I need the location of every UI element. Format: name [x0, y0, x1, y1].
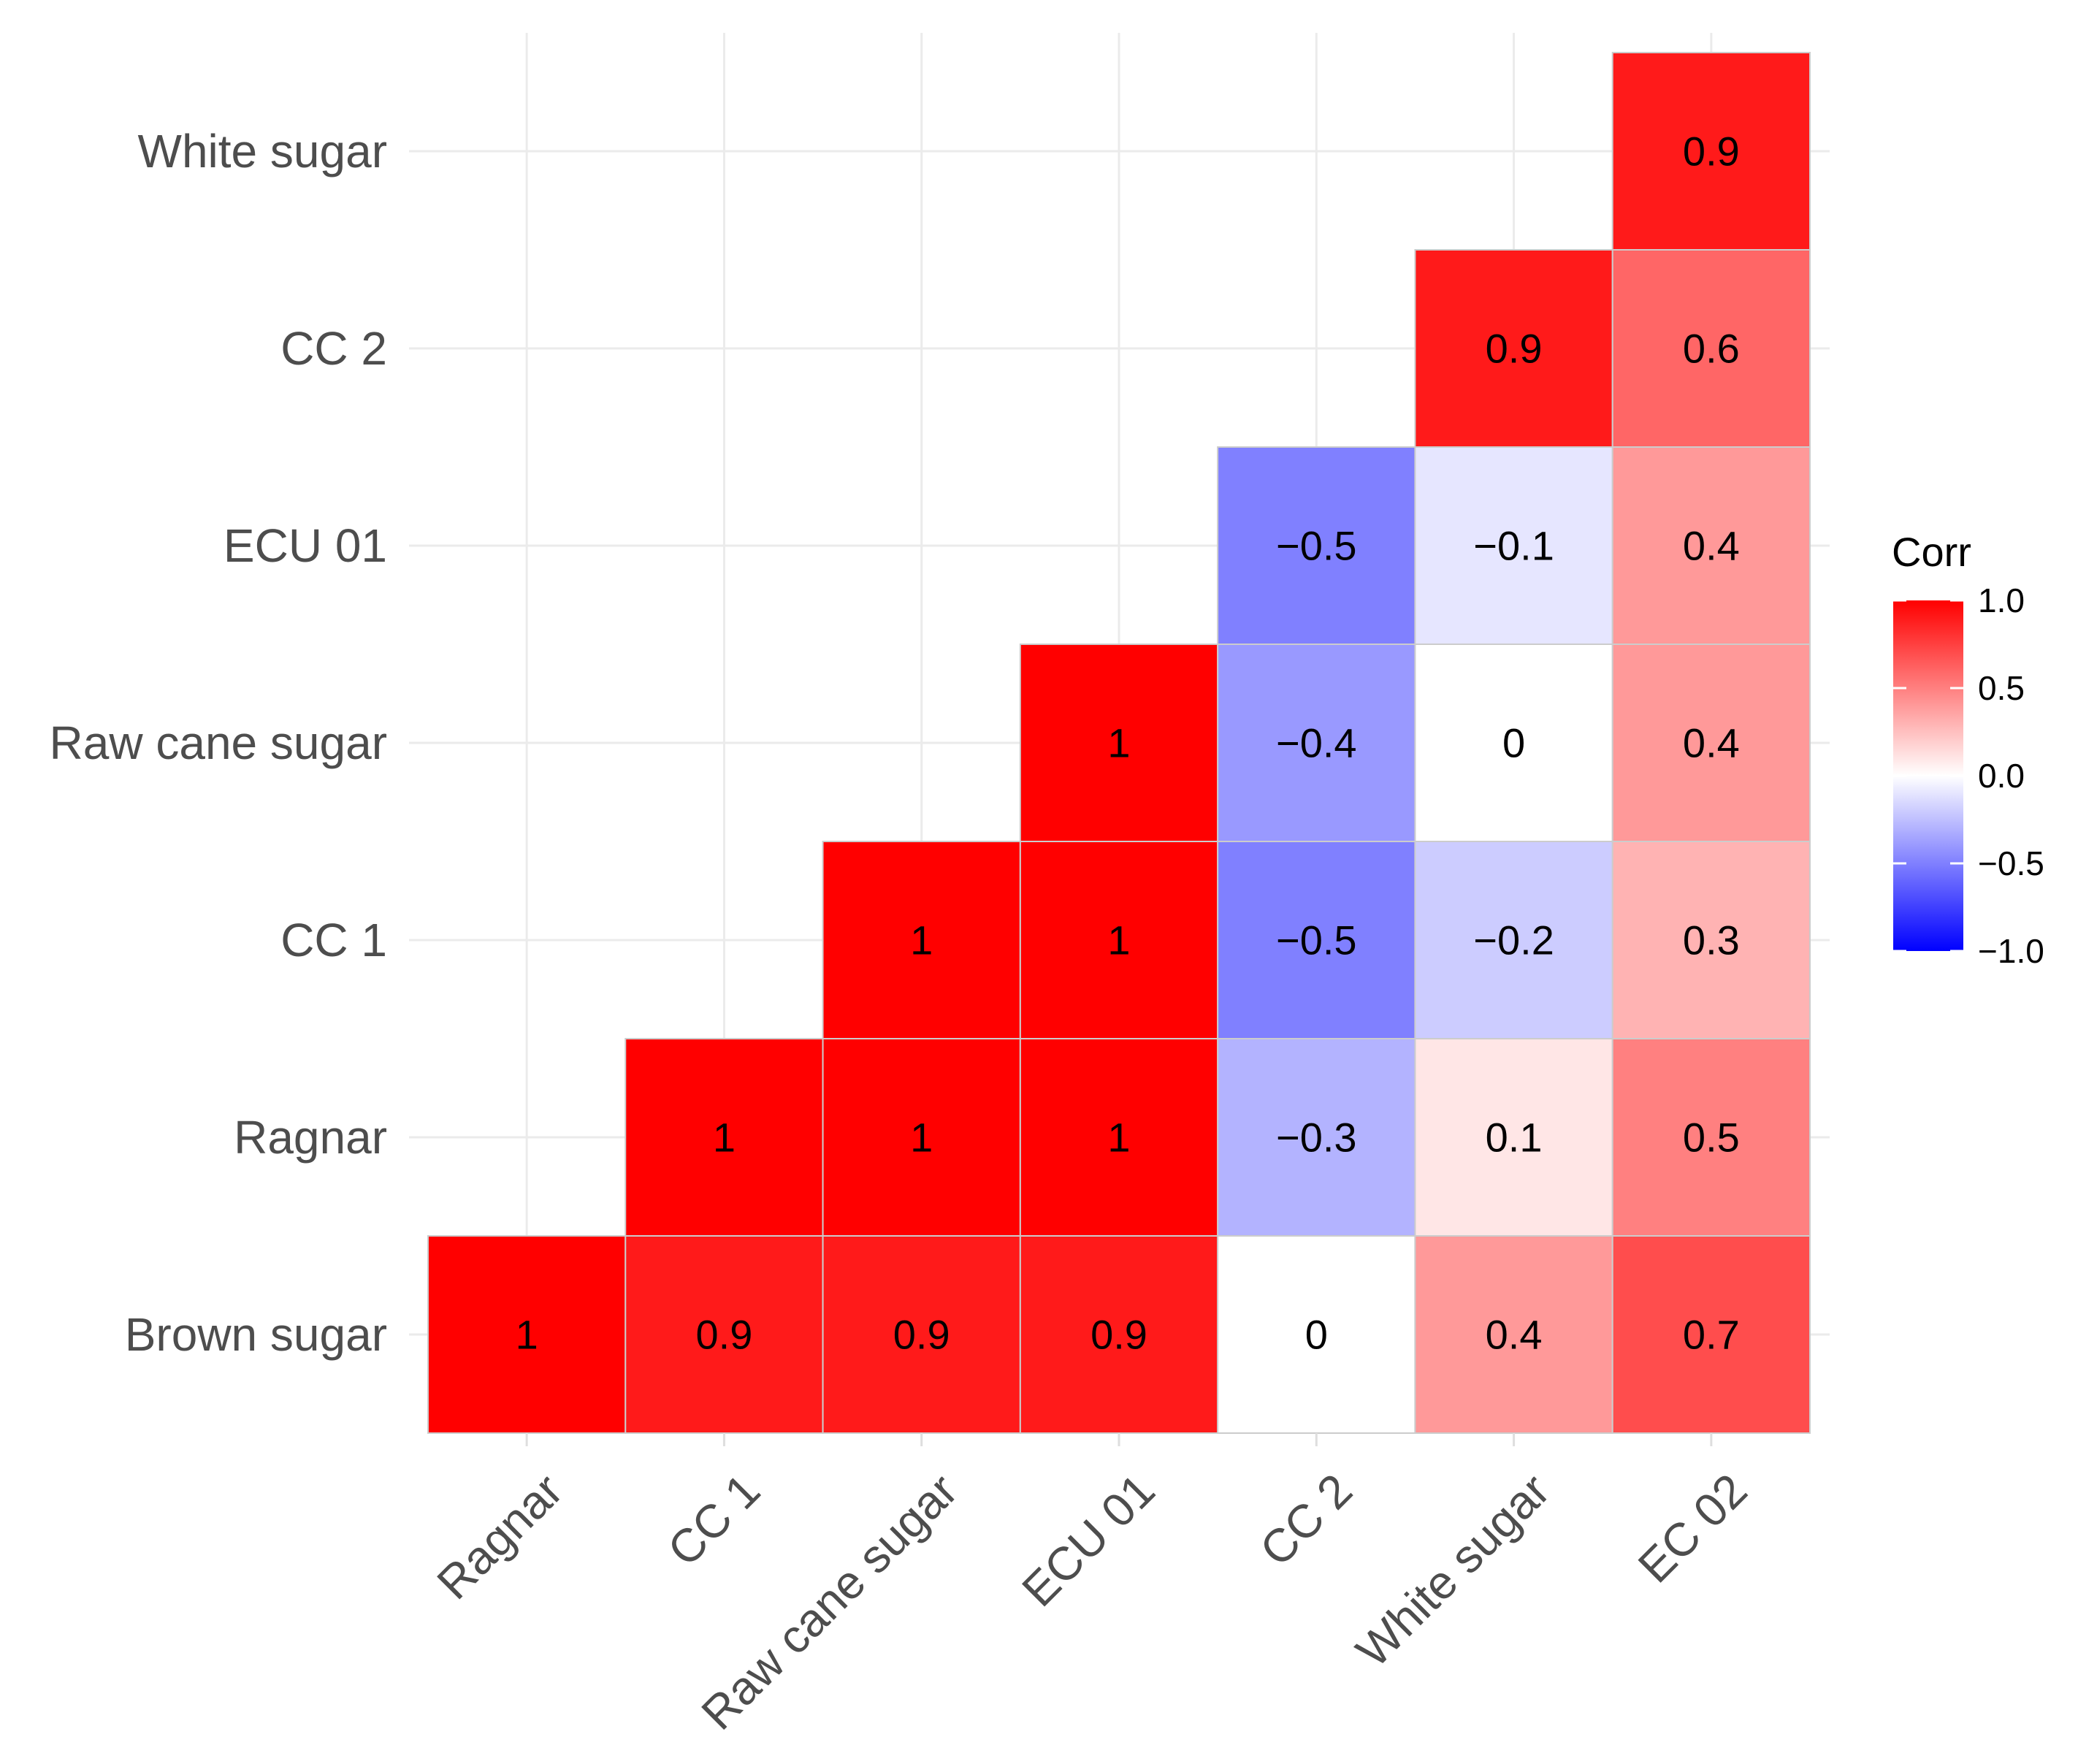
- cell-value-label: −0.2: [1473, 917, 1554, 963]
- y-tick-label: CC 1: [280, 914, 387, 966]
- cell-value-label: −0.1: [1473, 523, 1554, 569]
- heatmap-cell: [1611, 52, 1811, 251]
- heatmap-cell: [1414, 249, 1613, 448]
- x-tick-label: CC 2: [1250, 1464, 1362, 1576]
- heatmap-cell: [1414, 1038, 1613, 1237]
- heatmap-cell: [822, 1235, 1021, 1434]
- cell-value-label: 0: [1502, 720, 1525, 766]
- cell-value-label: 1: [1107, 917, 1130, 963]
- color-legend: Corr 1.0 0.5 0.0 −0.5 −1.0: [1892, 529, 2044, 970]
- cell-value-label: −0.5: [1276, 917, 1357, 963]
- cell-value-label: 0.6: [1683, 326, 1740, 372]
- heatmap-cell: [1019, 644, 1219, 842]
- legend-tick-label: −1.0: [1978, 932, 2044, 970]
- cell-value-label: 1: [713, 1115, 736, 1161]
- cell-value-label: −0.4: [1276, 720, 1357, 766]
- x-tick-label: White sugar: [1346, 1464, 1559, 1677]
- x-tick-label: ECU 01: [1012, 1464, 1164, 1616]
- x-tick-label: EC 02: [1628, 1464, 1757, 1593]
- heatmap-cell: [1414, 1235, 1613, 1434]
- y-tick-label: Brown sugar: [125, 1308, 387, 1361]
- cell-value-label: 0: [1305, 1312, 1328, 1358]
- heatmap-cell: [822, 1038, 1021, 1237]
- cell-value-label: 1: [1107, 720, 1130, 766]
- heatmap-cell: [1611, 841, 1811, 1039]
- cell-value-label: 1: [910, 917, 933, 963]
- cell-value-label: 1: [910, 1115, 933, 1161]
- heatmap-cell: [1217, 1038, 1416, 1237]
- heatmap-cell: [1611, 644, 1811, 842]
- cell-value-label: 0.9: [695, 1312, 752, 1358]
- cell-value-label: 1: [1107, 1115, 1130, 1161]
- cell-value-label: 0.5: [1683, 1115, 1740, 1161]
- heatmap-cell: [822, 841, 1021, 1039]
- cell-value-label: 0.1: [1486, 1115, 1543, 1161]
- cell-value-label: 1: [516, 1312, 538, 1358]
- cell-value-label: 0.9: [1486, 326, 1543, 372]
- heatmap-cell: [1611, 249, 1811, 448]
- cell-value-label: 0.4: [1683, 523, 1740, 569]
- y-axis: Brown sugar Ragnar CC 1 Raw cane sugar ECU 0…: [50, 125, 387, 1361]
- y-tick-label: Raw cane sugar: [50, 717, 387, 769]
- cell-value-label: 0.7: [1683, 1312, 1740, 1358]
- x-tick-label: Ragnar: [427, 1464, 573, 1609]
- cell-value-label: 0.9: [1090, 1312, 1147, 1358]
- heatmap-cell: [1611, 1038, 1811, 1237]
- legend-tick-label: −0.5: [1978, 844, 2044, 882]
- y-tick-label: CC 2: [280, 322, 387, 375]
- heatmap-cell: [1414, 446, 1613, 645]
- cell-value-label: 0.4: [1683, 720, 1740, 766]
- heatmap-cell: [1019, 1038, 1219, 1237]
- legend-tick-label: 0.5: [1978, 669, 2025, 707]
- heatmap-cell: [1217, 841, 1416, 1039]
- cell-value-label: 0.9: [1683, 129, 1740, 175]
- heatmap-cell: [1414, 644, 1613, 842]
- y-tick-label: White sugar: [138, 125, 387, 177]
- heatmap-cell: [1019, 841, 1219, 1039]
- y-tick-label: ECU 01: [224, 519, 387, 572]
- heatmap-cells: [427, 52, 1811, 1434]
- cell-value-label: −0.3: [1276, 1115, 1357, 1161]
- y-tick-label: Ragnar: [234, 1111, 387, 1164]
- legend-tick-label: 1.0: [1978, 581, 2025, 619]
- cell-value-label: −0.5: [1276, 523, 1357, 569]
- heatmap-cell: [1611, 446, 1811, 645]
- heatmap-cell: [1414, 841, 1613, 1039]
- heatmap-cell: [1217, 446, 1416, 645]
- cell-value-label: 0.3: [1683, 917, 1740, 963]
- cell-value-label: 0.4: [1486, 1312, 1543, 1358]
- heatmap-cell: [1217, 1235, 1416, 1434]
- heatmap-cell: [624, 1038, 824, 1237]
- cell-value-label: 0.9: [893, 1312, 950, 1358]
- heatmap-cell: [1217, 644, 1416, 842]
- legend-title: Corr: [1892, 529, 1971, 575]
- cell-value-labels: 1 0.9 0.9 0.9 0 0.4 0.7 1 1 1 −0.3 0.1 0.5 1 1 −0.5 −0.2…: [516, 129, 1740, 1358]
- legend-tick-label: 0.0: [1978, 757, 2025, 795]
- heatmap-cell: [1611, 1235, 1811, 1434]
- x-tick-label: CC 1: [657, 1464, 770, 1576]
